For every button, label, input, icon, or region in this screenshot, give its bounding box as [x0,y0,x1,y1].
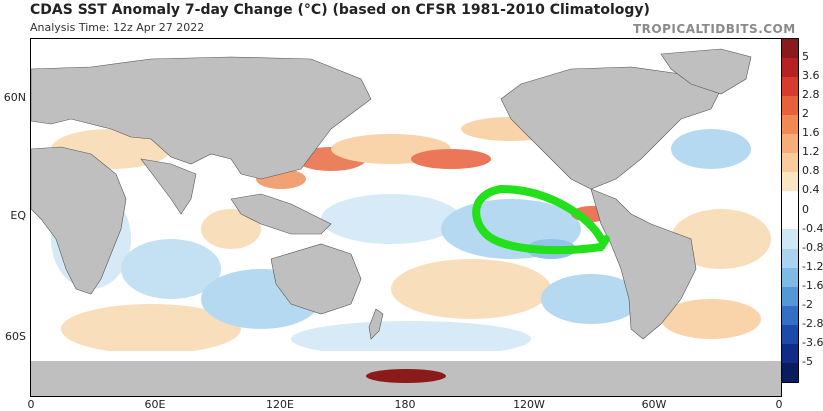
color-scale-label: 3.6 [802,69,820,83]
color-scale-segment [782,191,798,211]
lat-label-60s: 60S [5,330,26,343]
australia [270,243,362,315]
color-scale-segment [782,115,798,135]
lon-label-120w: 120W [513,398,545,411]
new-zealand [368,308,384,340]
color-scale-label: -5 [802,354,813,368]
color-scale-label: -1.6 [802,278,823,292]
africa [31,146,127,295]
color-scale-segment [782,172,798,192]
lon-label-0: 0 [27,398,35,411]
south-america [590,188,697,340]
brand-watermark: TROPICALTIDBITS.COM [633,22,796,36]
color-scale-segment [782,286,798,306]
color-scale-segment [782,267,798,287]
color-scale-segment [782,343,798,363]
lat-label-60n: 60N [3,91,26,104]
india [140,158,197,215]
color-scale-label: -0.8 [802,240,823,254]
color-scale-segment [782,134,798,154]
north-america [500,66,722,190]
color-scale-label: 0.8 [802,164,820,178]
color-scale-segment [782,153,798,173]
color-scale-label: -2 [802,297,813,311]
sst-map [30,38,782,397]
color-scale-segment [782,77,798,97]
color-scale-segment [782,362,798,382]
color-scale-segment [782,305,798,325]
antarctic-sea-ice [31,351,781,361]
eurasia [31,56,372,180]
color-scale-label: 0 [802,202,809,216]
color-scale-label: 1.2 [802,145,820,159]
greenland [660,48,752,95]
color-scale-label: 5 [802,50,809,64]
color-scale-segment [782,210,798,230]
lon-label-180: 180 [394,398,416,411]
color-scale-label: 2.8 [802,88,820,102]
lon-label-120e: 120E [266,398,294,411]
color-scale-label: -2.8 [802,316,823,330]
color-scale-segment [782,248,798,268]
color-scale-segment [782,229,798,249]
maritime-continent [230,193,332,235]
lon-label-60e: 60E [144,398,166,411]
landmasses [31,48,752,340]
lon-label-60w: 60W [641,398,667,411]
color-scale-segment [782,58,798,78]
color-scale-segment [782,324,798,344]
lon-label-0-east: 0 [775,398,783,411]
color-scale-label: 1.6 [802,126,820,140]
ross-sea-warm-patch [366,369,446,383]
color-scale-label: -0.4 [802,221,823,235]
color-scale-label: 2 [802,107,809,121]
analysis-time: Analysis Time: 12z Apr 27 2022 [30,21,205,34]
color-scale-bar [781,38,799,383]
color-scale-label: 0.4 [802,183,820,197]
lat-label-eq: EQ [10,209,26,222]
color-scale-label: -1.2 [802,259,823,273]
color-scale-segment [782,96,798,116]
color-scale-label: -3.6 [802,335,823,349]
green-loop-annotation [472,185,610,255]
map-title: CDAS SST Anomaly 7-day Change (°C) (base… [30,2,650,18]
color-scale-segment [782,39,798,59]
